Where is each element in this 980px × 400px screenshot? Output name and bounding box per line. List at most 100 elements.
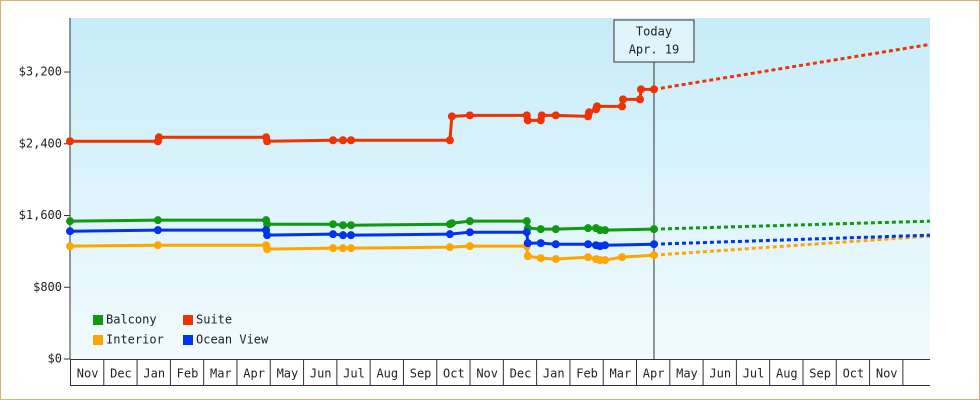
data-point [649, 251, 658, 260]
data-point [551, 225, 560, 234]
data-point [339, 136, 348, 145]
y-tick-label: $0 [48, 352, 62, 366]
data-point [465, 111, 474, 120]
data-point [66, 242, 74, 251]
x-tick-label: Jul [343, 367, 365, 381]
x-tick-label: Sep [809, 367, 831, 381]
x-tick-label: Jun [310, 367, 332, 381]
data-point [153, 241, 162, 250]
data-point [447, 112, 456, 121]
data-point [347, 231, 356, 240]
x-tick-label: Oct [443, 367, 465, 381]
data-point [601, 226, 610, 235]
data-point [523, 239, 532, 248]
data-point [649, 240, 658, 249]
data-point [584, 240, 593, 249]
data-point [465, 242, 474, 251]
x-tick-label: Nov [77, 367, 99, 381]
data-point [263, 220, 272, 229]
x-tick-label: Dec [110, 367, 132, 381]
y-tick-label: $2,400 [19, 136, 62, 150]
data-point [536, 254, 545, 263]
data-point [329, 244, 338, 253]
data-point [347, 136, 356, 145]
data-point [329, 220, 338, 229]
x-tick-label: May [676, 367, 698, 381]
today-label: Apr. 19 [629, 43, 680, 57]
x-tick-label: Jan [143, 367, 165, 381]
data-point [445, 230, 454, 239]
legend-swatch [93, 335, 103, 345]
data-point [339, 221, 348, 230]
data-point [649, 85, 658, 94]
data-point [618, 102, 627, 111]
legend-label: Interior [106, 333, 164, 347]
x-tick-label: May [277, 367, 299, 381]
data-point [601, 241, 610, 250]
x-tick-label: Apr [643, 367, 665, 381]
data-point [445, 243, 454, 252]
x-tick-label: Mar [210, 367, 232, 381]
legend-label: Suite [196, 313, 232, 327]
data-point [66, 137, 74, 146]
x-tick-label: Aug [376, 367, 398, 381]
data-point [66, 217, 74, 226]
x-tick-label: Aug [776, 367, 798, 381]
data-point [263, 137, 272, 146]
data-point [618, 253, 627, 262]
legend-swatch [183, 315, 193, 325]
x-tick-label: Mar [610, 367, 632, 381]
x-tick-label: Jul [743, 367, 765, 381]
data-point [523, 252, 532, 261]
data-point [536, 239, 545, 248]
data-point [447, 219, 456, 228]
data-point [584, 224, 593, 233]
data-point [551, 255, 560, 264]
data-point [551, 240, 560, 249]
data-point [263, 245, 272, 254]
data-point [263, 231, 272, 240]
data-point [465, 228, 474, 237]
data-point [523, 116, 532, 125]
legend-label: Balcony [106, 313, 157, 327]
today-label: Today [636, 25, 672, 39]
data-point [585, 108, 594, 117]
x-tick-label: Jun [709, 367, 731, 381]
data-point [637, 85, 646, 94]
data-point [584, 253, 593, 262]
data-point [329, 230, 338, 239]
data-point [445, 136, 454, 145]
y-tick-label: $3,200 [19, 65, 62, 79]
data-point [153, 226, 162, 235]
x-tick-label: Sep [410, 367, 432, 381]
legend-swatch [183, 335, 193, 345]
data-point [465, 217, 474, 226]
legend-label: Ocean View [196, 333, 269, 347]
x-tick-label: Nov [876, 367, 898, 381]
x-tick-label: Jan [543, 367, 565, 381]
data-point [329, 136, 338, 145]
x-tick-label: Dec [510, 367, 532, 381]
data-point [153, 216, 162, 225]
data-point [537, 111, 546, 120]
data-point [522, 217, 531, 226]
legend-swatch [93, 315, 103, 325]
data-point [347, 221, 356, 230]
data-point [536, 225, 545, 234]
y-tick-label: $1,600 [19, 208, 62, 222]
x-tick-label: Oct [843, 367, 865, 381]
x-tick-label: Apr [243, 367, 265, 381]
data-point [649, 225, 658, 234]
x-tick-label: Nov [476, 367, 498, 381]
data-point [347, 244, 356, 253]
x-tick-label: Feb [177, 367, 199, 381]
projection-line [653, 42, 931, 91]
data-point [154, 133, 163, 142]
data-point [601, 256, 610, 265]
y-tick-label: $800 [33, 280, 62, 294]
data-point [522, 228, 531, 237]
data-point [593, 102, 602, 111]
x-tick-label: Feb [576, 367, 598, 381]
plot-area [70, 18, 930, 359]
